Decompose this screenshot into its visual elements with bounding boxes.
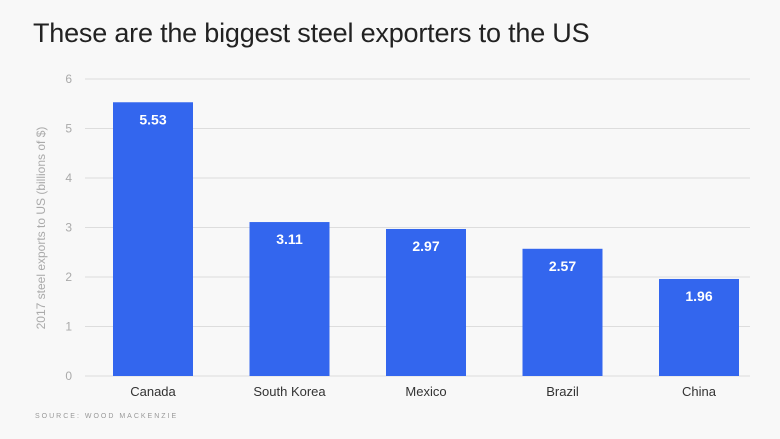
data-label: 2.97 <box>412 238 439 254</box>
x-tick-label: South Korea <box>253 384 326 399</box>
x-tick-label: Mexico <box>405 384 446 399</box>
bar <box>659 278 739 376</box>
x-tick-label: China <box>682 384 717 399</box>
y-tick-label: 4 <box>65 171 72 185</box>
bar <box>386 228 466 376</box>
data-label: 3.11 <box>276 231 303 247</box>
data-label: 2.57 <box>549 258 576 274</box>
bar <box>522 248 603 376</box>
y-tick-label: 2 <box>65 270 72 284</box>
data-label: 1.96 <box>685 288 712 304</box>
x-tick-label: Canada <box>130 384 176 399</box>
source-note: SOURCE: WOOD MACKENZIE <box>35 413 179 420</box>
y-tick-label: 3 <box>65 221 72 235</box>
y-tick-label: 0 <box>65 369 72 383</box>
bar <box>113 102 193 376</box>
chart-title: These are the biggest steel exporters to… <box>33 18 590 48</box>
data-label: 5.53 <box>139 111 166 127</box>
y-tick-label: 5 <box>65 122 72 136</box>
y-axis-label: 2017 steel exports to US (billions of $) <box>34 127 48 330</box>
x-tick-label: Brazil <box>546 384 579 399</box>
bar <box>249 222 330 376</box>
y-tick-label: 6 <box>65 72 72 86</box>
y-tick-label: 1 <box>65 320 72 334</box>
